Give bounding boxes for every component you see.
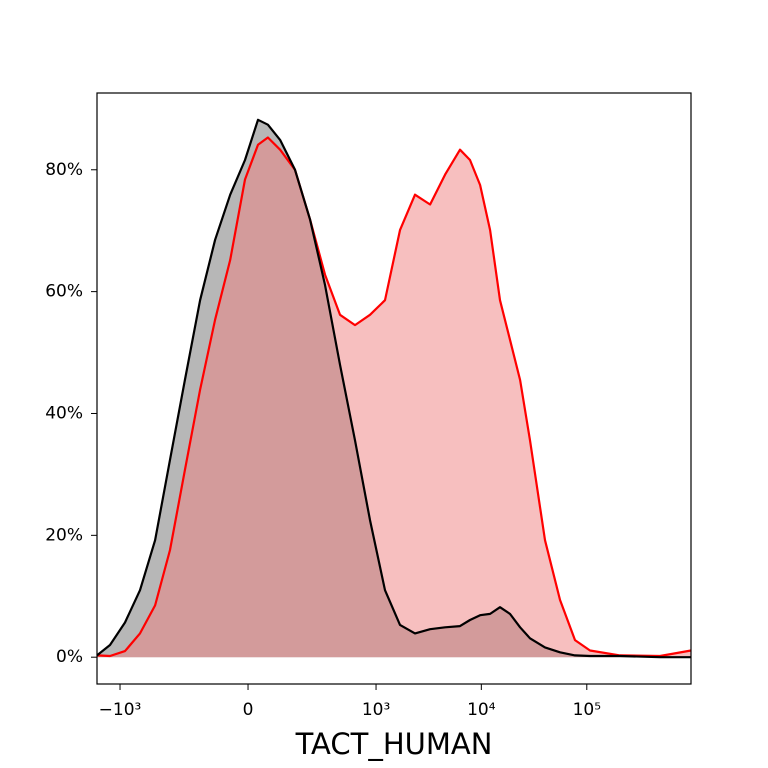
y-tick-label: 40%: [45, 403, 83, 423]
y-tick-label: 80%: [45, 160, 83, 180]
x-tick-label: 10³: [362, 700, 390, 720]
x-tick-label: 10⁴: [467, 700, 496, 720]
line: [96, 118, 691, 659]
line: [96, 136, 692, 658]
x-tick-label: −10³: [99, 700, 142, 720]
plot-frame: [96, 92, 692, 685]
x-tick-label: 0: [243, 700, 254, 720]
x-tick-label: 10⁵: [573, 700, 601, 720]
y-tick-label: 20%: [45, 525, 83, 545]
x-axis-label: TACT_HUMAN: [295, 727, 493, 761]
y-tick-label: 0%: [56, 647, 83, 667]
y-tick-label: 60%: [45, 282, 83, 302]
